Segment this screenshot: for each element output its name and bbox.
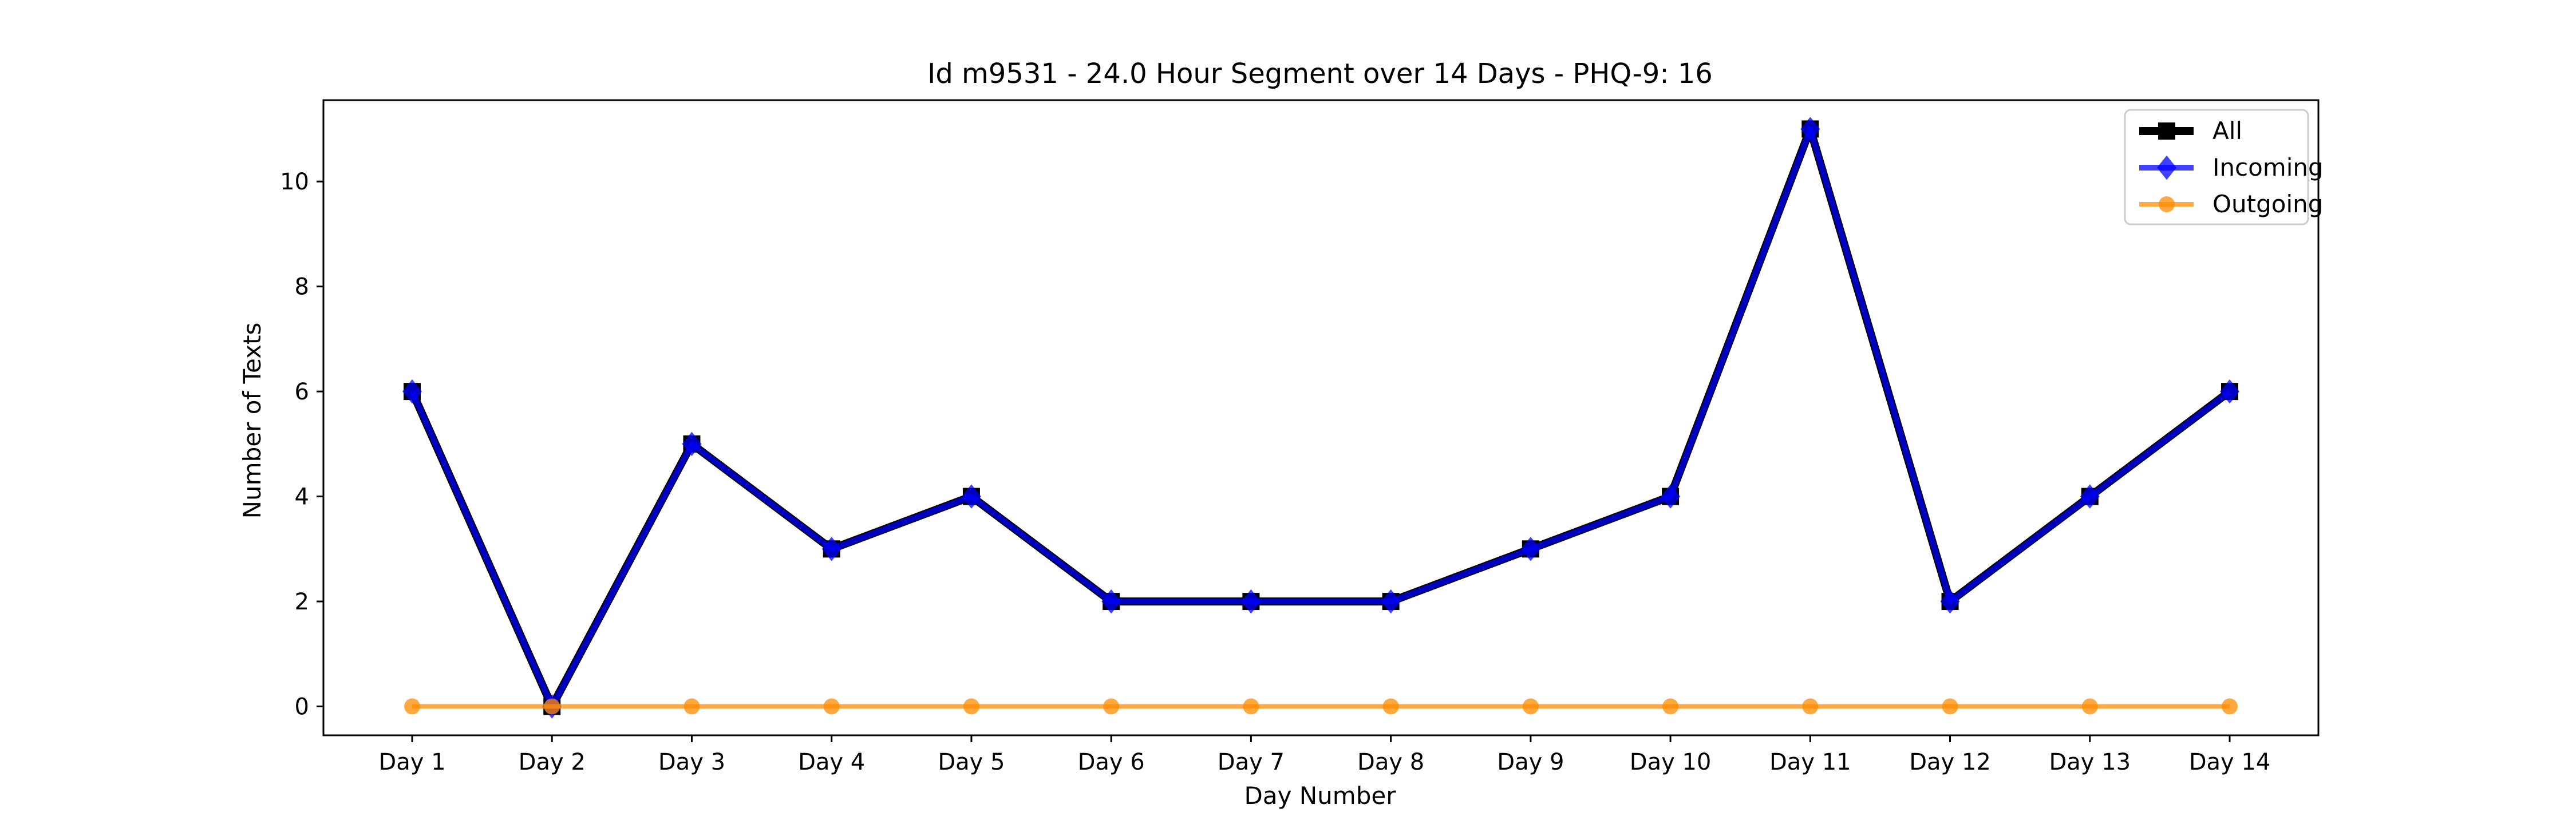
data-point-incoming <box>2220 379 2239 404</box>
legend-item-all: All <box>2139 117 2242 145</box>
data-point-outgoing <box>1243 698 1259 715</box>
plot-frame <box>322 99 2320 736</box>
data-point-incoming <box>1800 117 1820 141</box>
legend: All Incoming Outgoing <box>2124 109 2324 225</box>
y-axis-label: Number of Texts <box>238 323 266 519</box>
data-point-outgoing <box>1382 698 1399 715</box>
data-point-incoming <box>402 379 422 404</box>
y-tick-label: 10 <box>280 169 309 195</box>
y-tick-label: 4 <box>295 484 309 510</box>
x-tick-label: Day 7 <box>1218 749 1285 775</box>
legend-label: Outgoing <box>2212 190 2323 218</box>
x-tick-label: Day 10 <box>1630 749 1712 775</box>
x-tick-label: Day 2 <box>519 749 586 775</box>
series-outgoing <box>404 698 2238 715</box>
x-tick-label: Day 1 <box>378 749 445 775</box>
x-tick-label: Day 5 <box>938 749 1005 775</box>
data-point-outgoing <box>963 698 979 715</box>
data-point-outgoing <box>404 698 420 715</box>
data-point-incoming <box>961 484 981 509</box>
data-point-outgoing <box>1103 698 1120 715</box>
x-tick-label: Day 8 <box>1357 749 1424 775</box>
y-tick-label: 0 <box>295 694 309 720</box>
legend-swatch-marker <box>2159 196 2175 212</box>
legend-label: Incoming <box>2212 153 2324 181</box>
data-point-incoming <box>821 537 841 561</box>
legend-item-incoming: Incoming <box>2139 153 2324 181</box>
data-point-outgoing <box>2222 698 2238 715</box>
legend-item-outgoing: Outgoing <box>2139 190 2323 218</box>
series-incoming <box>402 117 2239 719</box>
data-point-incoming <box>1661 484 1681 509</box>
plot-series <box>402 117 2239 719</box>
data-point-outgoing <box>1942 698 1958 715</box>
series-line-incoming <box>409 126 2232 710</box>
x-tick-label: Day 6 <box>1078 749 1145 775</box>
x-tick-label: Day 11 <box>1769 749 1851 775</box>
legend-swatch-marker <box>2157 155 2176 180</box>
x-axis-label: Day Number <box>1244 782 1396 810</box>
x-tick-label: Day 4 <box>798 749 865 775</box>
data-point-incoming <box>1381 589 1401 614</box>
data-point-incoming <box>1940 589 1960 614</box>
data-point-outgoing <box>1802 698 1819 715</box>
chart-title: Id m9531 - 24.0 Hour Segment over 14 Day… <box>927 58 1713 90</box>
x-tick-label: Day 14 <box>2189 749 2271 775</box>
data-point-outgoing <box>1522 698 1539 715</box>
legend-swatch-marker <box>2158 122 2175 140</box>
x-tick-label: Day 13 <box>2049 749 2131 775</box>
x-tick-label: Day 3 <box>658 749 725 775</box>
y-tick-label: 6 <box>295 379 309 405</box>
legend-label: All <box>2212 117 2242 145</box>
data-point-incoming <box>2080 484 2100 509</box>
data-point-outgoing <box>544 698 560 715</box>
axis-ticks: Day 1 Day 2 Day 3 Day 4 Day 5 Day 6 Day 7 Day 8… <box>280 169 2270 775</box>
data-point-incoming <box>682 431 702 457</box>
y-tick-label: 2 <box>295 589 309 615</box>
data-point-outgoing <box>823 698 840 715</box>
x-tick-label: Day 9 <box>1497 749 1564 775</box>
data-point-incoming <box>1101 589 1121 614</box>
data-point-outgoing <box>1662 698 1679 715</box>
data-point-incoming <box>1241 589 1261 614</box>
y-tick-label: 8 <box>295 274 309 300</box>
data-point-outgoing <box>2081 698 2098 715</box>
data-point-outgoing <box>683 698 700 715</box>
data-point-incoming <box>1520 537 1540 561</box>
x-tick-label: Day 12 <box>1909 749 1991 775</box>
